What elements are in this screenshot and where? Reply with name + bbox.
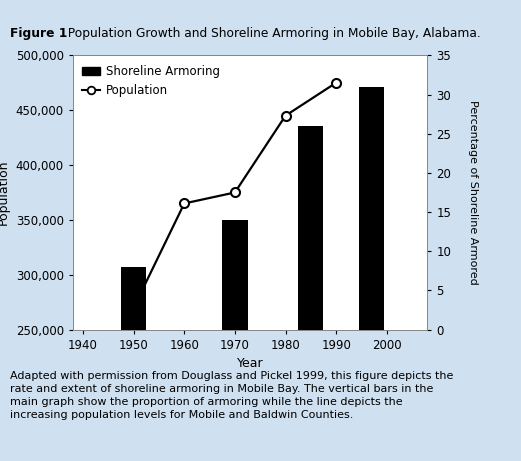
Legend: Shoreline Armoring, Population: Shoreline Armoring, Population (79, 61, 224, 100)
Bar (298, 126, 324, 330)
Text: Figure 1: Figure 1 (10, 27, 68, 41)
Bar (222, 220, 247, 330)
Text: Adapted with permission from Douglass and Pickel 1999, this figure depicts the
r: Adapted with permission from Douglass an… (10, 371, 454, 420)
Bar (359, 87, 384, 330)
Y-axis label: Population: Population (0, 160, 10, 225)
X-axis label: Year: Year (237, 357, 264, 370)
Bar (121, 267, 146, 330)
Text: . Population Growth and Shoreline Armoring in Mobile Bay, Alabama.: . Population Growth and Shoreline Armori… (60, 27, 481, 41)
Y-axis label: Percentage of Shoreline Armored: Percentage of Shoreline Armored (468, 100, 478, 285)
